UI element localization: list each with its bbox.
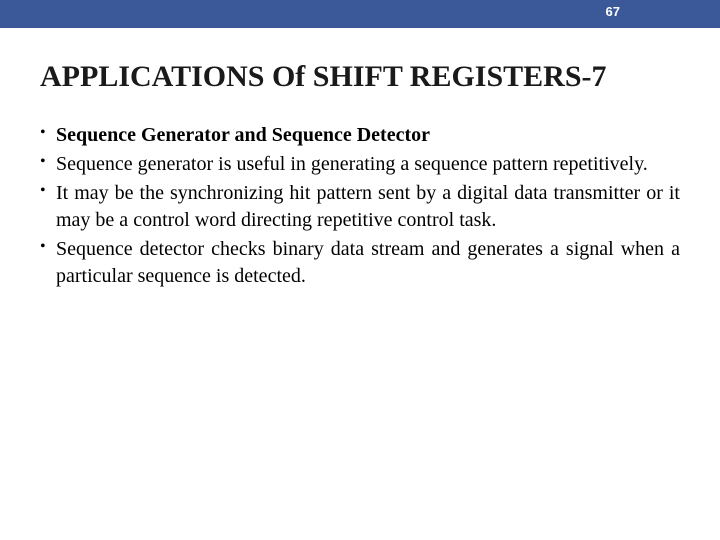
bullet-item: It may be the synchronizing hit pattern … (40, 180, 680, 234)
header-bar: 67 (0, 0, 720, 28)
bullet-text: Sequence detector checks binary data str… (56, 238, 680, 287)
bullet-text: Sequence generator is useful in generati… (56, 153, 648, 175)
bullet-item: Sequence generator is useful in generati… (40, 151, 680, 178)
slide-content: APPLICATIONS Of SHIFT REGISTERS-7 Sequen… (0, 28, 720, 290)
bullet-item: Sequence detector checks binary data str… (40, 236, 680, 290)
bullet-list: Sequence Generator and Sequence Detector… (40, 122, 680, 290)
bullet-text: It may be the synchronizing hit pattern … (56, 182, 680, 231)
bullet-item: Sequence Generator and Sequence Detector (40, 122, 680, 149)
slide-title: APPLICATIONS Of SHIFT REGISTERS-7 (40, 60, 680, 94)
page-number: 67 (606, 4, 620, 19)
bullet-text: Sequence Generator and Sequence Detector (56, 124, 430, 146)
